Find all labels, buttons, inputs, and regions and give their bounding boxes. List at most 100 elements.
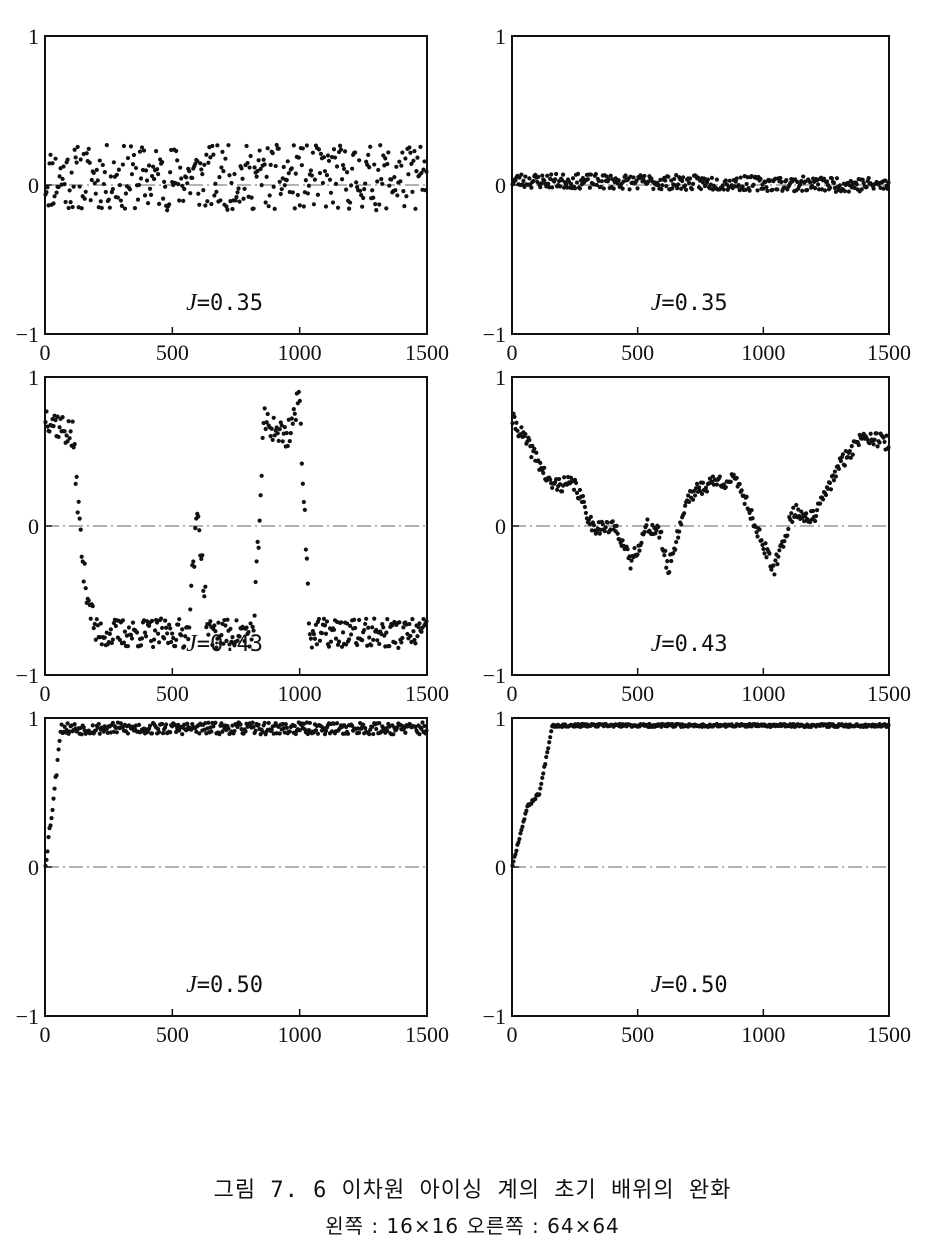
- y-tick-label: 0: [495, 173, 506, 198]
- data-point: [884, 433, 889, 438]
- data-point: [241, 196, 246, 201]
- data-point: [328, 639, 334, 644]
- data-point: [102, 170, 107, 175]
- data-point: [102, 635, 107, 640]
- data-point: [96, 721, 101, 727]
- data-point: [424, 619, 429, 624]
- data-point: [103, 189, 108, 195]
- data-point: [247, 165, 252, 170]
- data-point: [200, 553, 205, 558]
- data-point: [213, 720, 218, 725]
- data-point: [296, 389, 301, 395]
- data-point: [421, 616, 426, 622]
- data-point: [167, 202, 172, 207]
- data-point: [353, 150, 358, 155]
- data-point: [136, 182, 142, 188]
- data-point: [421, 167, 426, 172]
- data-point: [333, 181, 339, 186]
- data-point: [776, 554, 781, 559]
- data-point: [350, 723, 355, 728]
- data-point: [363, 181, 368, 186]
- data-point: [686, 499, 692, 504]
- data-point: [842, 189, 847, 194]
- data-point: [742, 501, 747, 506]
- data-point: [804, 511, 809, 516]
- data-point: [200, 172, 205, 177]
- data-point: [539, 781, 544, 786]
- data-point: [258, 166, 263, 172]
- data-point: [316, 147, 322, 152]
- data-point: [73, 481, 78, 486]
- data-point: [663, 548, 668, 553]
- data-point: [749, 508, 754, 513]
- data-point: [401, 188, 406, 194]
- data-point: [282, 425, 287, 430]
- data-point: [259, 473, 264, 478]
- data-point: [168, 730, 173, 735]
- data-point: [343, 642, 349, 647]
- j-value-label: J=0.50: [186, 972, 263, 998]
- data-point: [326, 158, 332, 163]
- data-point: [385, 617, 390, 622]
- data-point: [180, 627, 185, 632]
- data-point: [70, 204, 75, 210]
- data-point: [637, 548, 642, 553]
- data-point: [284, 725, 289, 730]
- data-point: [134, 630, 140, 635]
- data-point: [203, 203, 208, 208]
- x-tick-label: 0: [507, 681, 518, 706]
- data-point: [54, 773, 59, 778]
- data-point: [197, 202, 202, 207]
- data-point: [511, 411, 516, 416]
- data-point: [731, 472, 736, 478]
- data-point: [256, 722, 261, 727]
- data-point: [203, 584, 208, 589]
- data-point: [699, 491, 705, 497]
- data-point: [155, 171, 161, 177]
- data-point: [202, 162, 207, 167]
- data-point: [142, 193, 148, 198]
- data-point: [119, 203, 125, 208]
- data-point: [700, 480, 706, 485]
- data-point: [798, 182, 803, 187]
- data-point: [561, 185, 567, 190]
- data-point: [644, 523, 649, 528]
- data-point: [123, 191, 129, 196]
- data-point: [775, 187, 780, 192]
- data-point: [516, 840, 521, 845]
- data-point: [278, 191, 283, 197]
- data-point: [805, 187, 810, 193]
- data-point: [410, 189, 415, 194]
- data-point: [515, 428, 520, 433]
- data-point: [101, 181, 106, 187]
- data-point: [277, 179, 282, 184]
- data-point: [542, 465, 547, 470]
- data-point: [79, 732, 84, 737]
- data-point: [580, 494, 586, 499]
- data-point: [527, 176, 532, 181]
- data-point: [758, 176, 763, 181]
- data-point: [364, 616, 369, 621]
- data-point: [323, 204, 329, 209]
- data-point: [538, 460, 543, 466]
- data-point: [257, 518, 262, 523]
- data-point: [50, 161, 55, 166]
- data-point: [537, 792, 542, 797]
- data-point: [59, 722, 64, 727]
- data-point: [262, 406, 267, 411]
- data-point: [672, 176, 677, 182]
- data-point: [886, 723, 891, 728]
- data-point: [94, 167, 99, 172]
- data-point: [381, 725, 386, 731]
- data-point: [734, 176, 739, 181]
- data-point: [281, 164, 286, 170]
- data-point: [127, 187, 133, 192]
- data-point: [75, 510, 80, 515]
- data-point: [538, 786, 543, 791]
- data-point: [513, 852, 518, 857]
- data-point: [408, 150, 413, 155]
- data-point: [173, 644, 178, 649]
- data-point: [740, 184, 745, 189]
- x-tick-label: 0: [507, 340, 518, 365]
- data-point: [238, 722, 243, 727]
